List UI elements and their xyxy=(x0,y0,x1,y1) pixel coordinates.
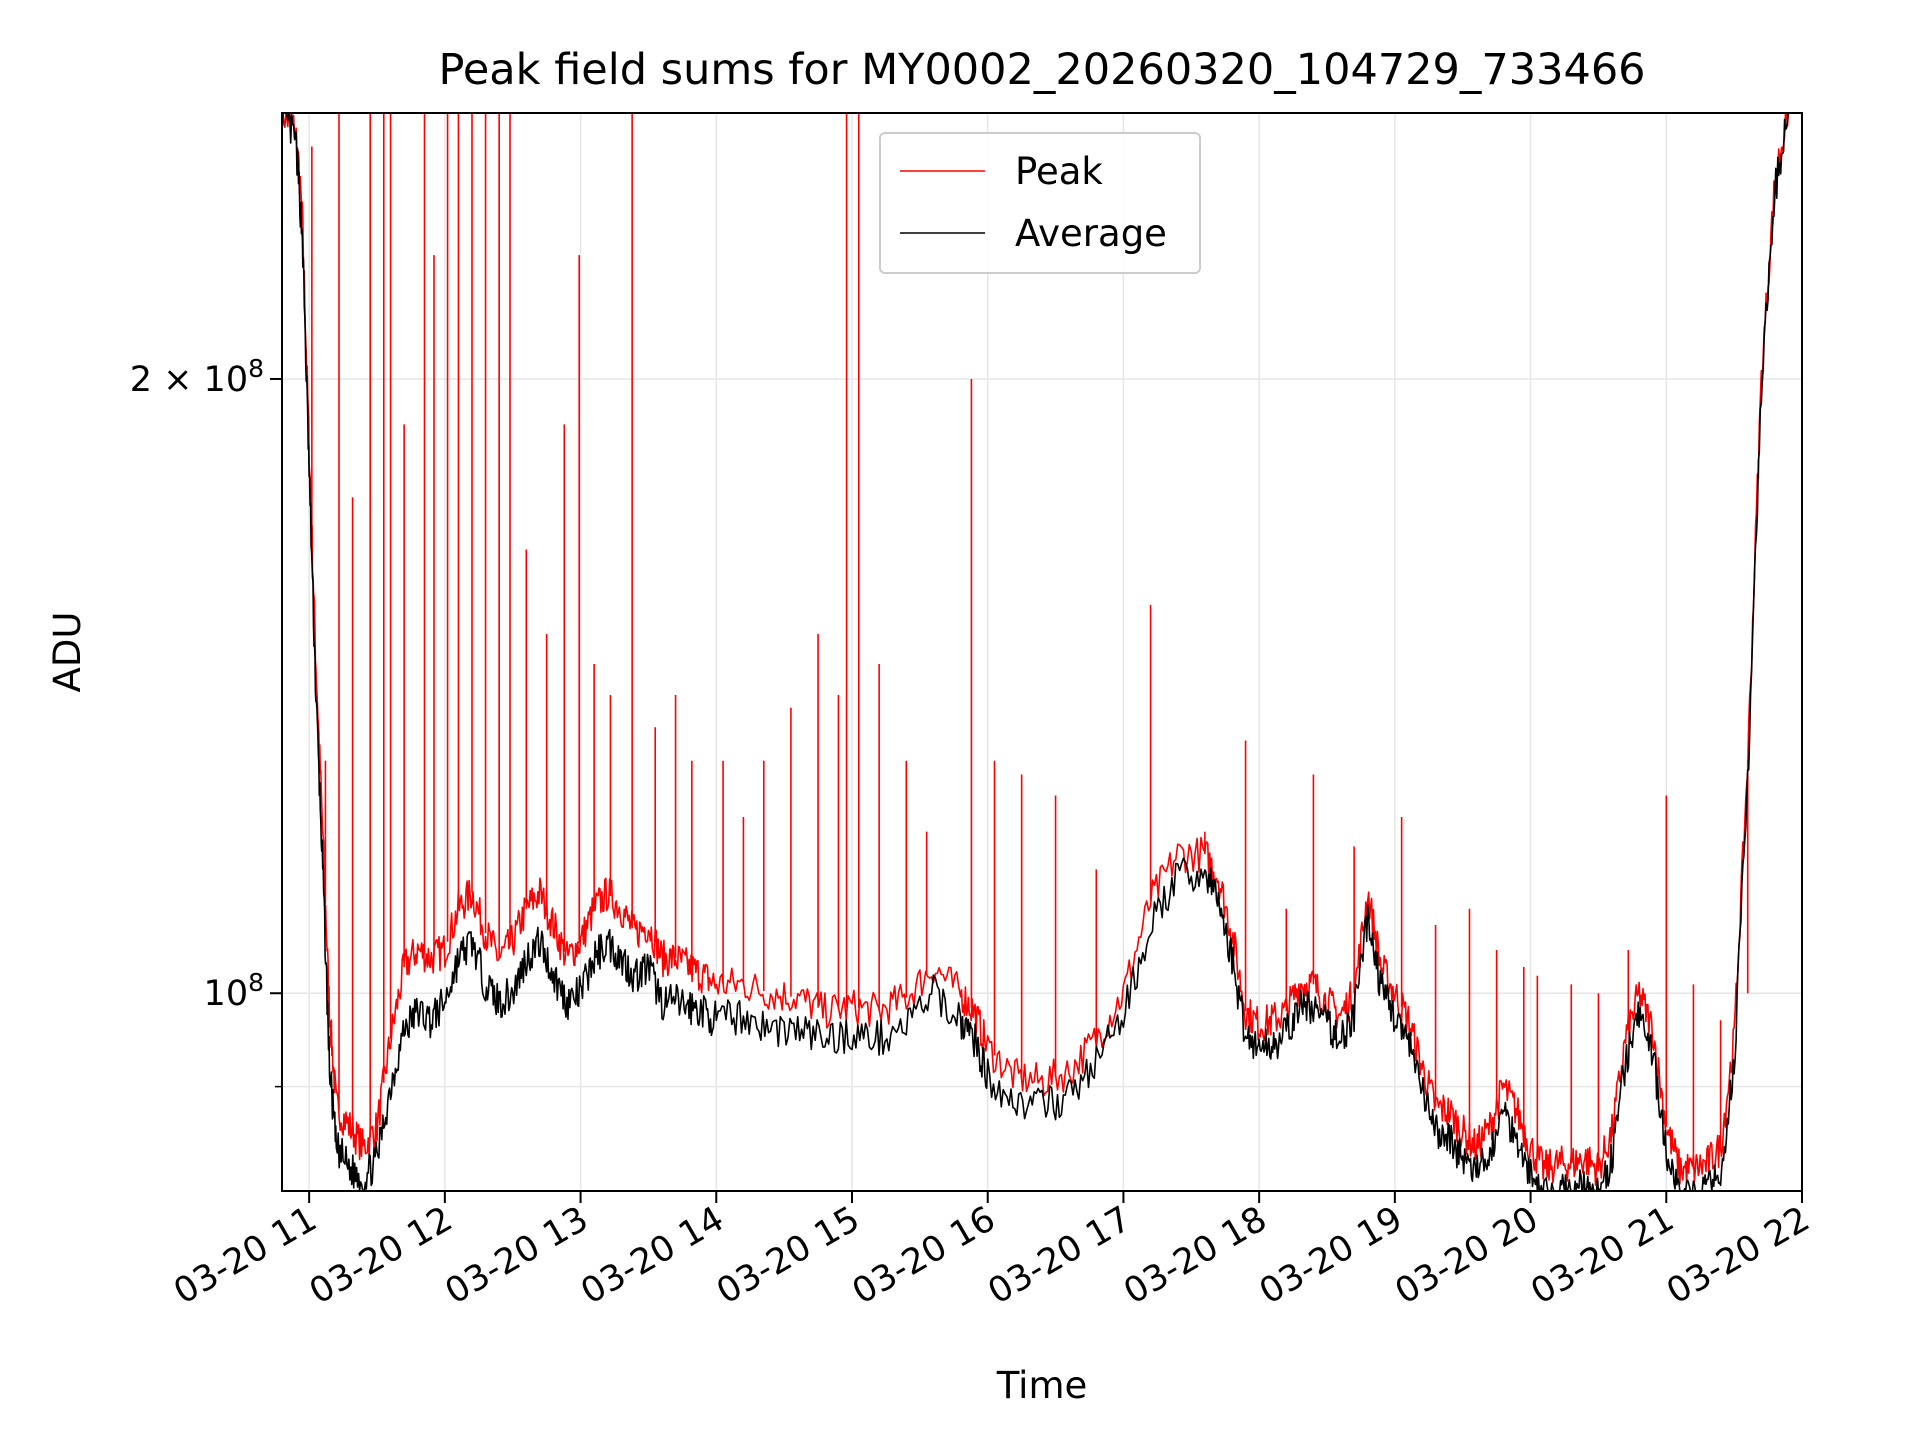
legend: Peak Average xyxy=(879,132,1201,274)
y-tick-label: 2 × 108 xyxy=(130,354,264,400)
axes-frame xyxy=(281,112,1803,1192)
y-axis-label: ADU xyxy=(46,612,89,693)
series-line-average xyxy=(281,112,1790,1192)
legend-label-peak: Peak xyxy=(1015,150,1103,193)
legend-box xyxy=(879,132,1201,274)
series-peak xyxy=(281,112,1790,1186)
y-tick-label: 108 xyxy=(204,968,264,1014)
chart-title: Peak field sums for MY0002_20260320_1047… xyxy=(438,45,1645,95)
y-axis-ticks: 108 2 × 108 xyxy=(130,354,282,1088)
series-average xyxy=(281,112,1790,1192)
legend-label-average: Average xyxy=(1015,212,1167,255)
x-axis-label: Time xyxy=(996,1364,1088,1407)
